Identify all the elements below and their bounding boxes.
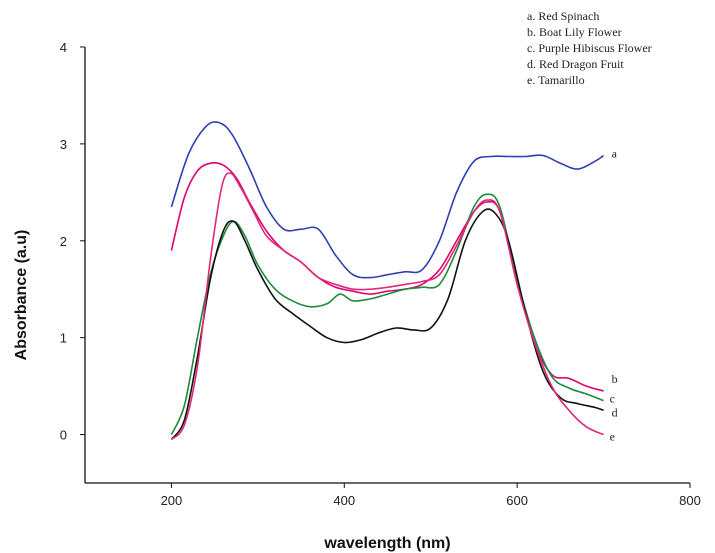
legend-entry: d. Red Dragon Fruit [527,57,624,71]
legend: a. Red Spinach b. Boat Lily Flower c. Purp… [527,9,652,87]
x-tick-label: 400 [333,493,355,508]
y-axis-title: Absorbance (a.u) [13,230,30,361]
x-tick-label: 200 [161,493,183,508]
series-line-a [170,121,605,279]
legend-entry: c. Purple Hibiscus Flower [527,41,652,55]
legend-entry: b. Boat Lily Flower [527,25,622,39]
y-tick-label: 1 [60,331,67,346]
y-tick-label: 2 [60,234,67,249]
curve-label-e: e [610,430,615,444]
legend-entry: e. Tamarillo [527,73,585,87]
curve-label-c: c [610,392,615,406]
x-tick-label: 800 [679,493,701,508]
y-tick-label: 3 [60,137,67,152]
series-line-d [170,208,604,440]
axes: 200 400 600 800 0 1 2 3 4 [60,40,701,508]
y-tick-label: 4 [60,40,67,55]
y-tick-label: 0 [60,428,67,443]
series-line-e [170,172,604,441]
x-tick-label: 600 [506,493,528,508]
series-line-c [170,193,604,435]
legend-entry: a. Red Spinach [527,9,599,23]
curve-label-d: d [612,405,618,419]
series-layer [170,121,605,441]
curve-label-b: b [612,372,618,386]
x-axis-title: wavelength (nm) [323,535,450,552]
curve-label-a: a [612,147,618,161]
